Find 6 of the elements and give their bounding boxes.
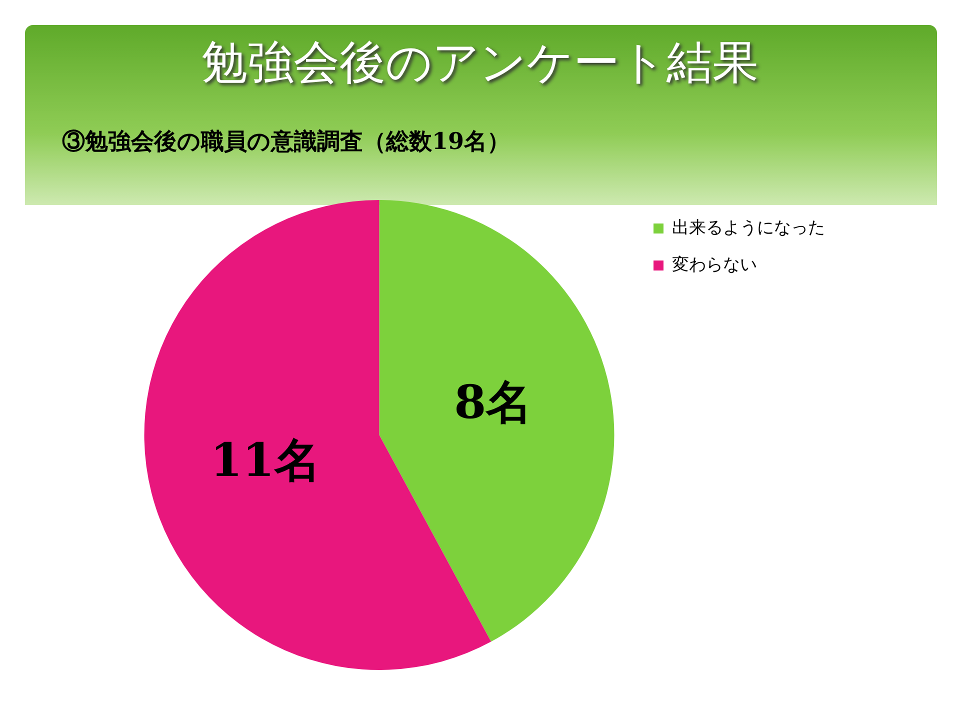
data-label: 11名 <box>210 432 320 487</box>
data-label: 8名 <box>454 375 532 430</box>
legend-label: 出来るようになった <box>672 218 825 238</box>
chart-title: 勉強会後のアンケート結果 <box>200 34 760 91</box>
chart-subtitle: ③勉強会後の職員の意識調査（総数19名） <box>62 127 510 157</box>
legend-label: 変わらない <box>672 254 757 275</box>
